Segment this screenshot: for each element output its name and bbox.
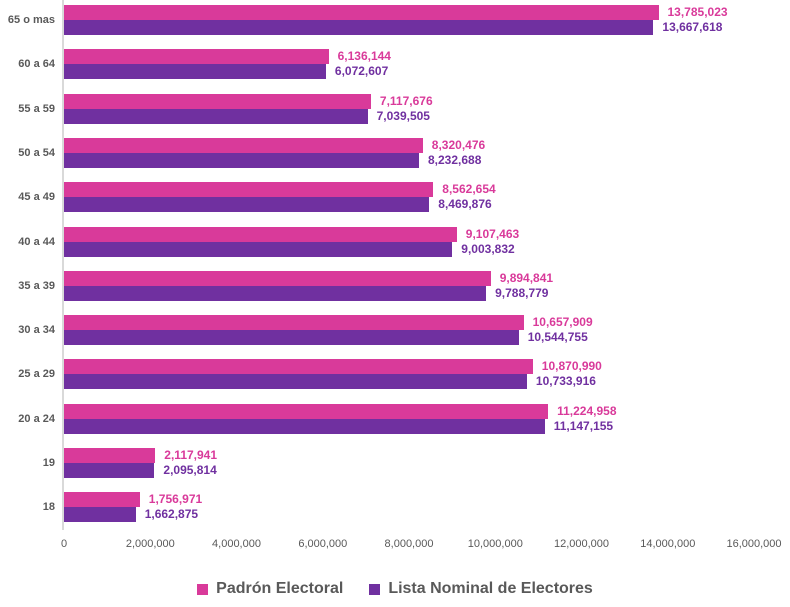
category-label: 55 a 59 xyxy=(18,102,55,115)
lista-value-label: 9,003,832 xyxy=(461,241,515,256)
lista-swatch-icon xyxy=(369,583,381,595)
padron-bar xyxy=(64,137,423,153)
lista-value-label: 6,072,607 xyxy=(334,64,389,79)
bar-group: 19 2,117,941 2,095,814 xyxy=(0,448,790,478)
x-tick-label: 14,000,000 xyxy=(640,538,696,550)
bar-group: 40 a 44 9,107,463 9,003,832 xyxy=(0,226,790,257)
bar-group: 65 o mas 13,785,023 13,667,618 xyxy=(0,5,790,35)
bar-group: 45 a 49 8,562,654 8,469,876 xyxy=(0,182,790,213)
lista-bar xyxy=(64,241,453,257)
padron-bar xyxy=(64,226,457,242)
padron-bar xyxy=(64,49,329,65)
padron-swatch-icon xyxy=(197,583,209,595)
x-tick-label: 16,000,000 xyxy=(726,538,782,550)
bar-group: 25 a 29 10,870,990 10,733,916 xyxy=(0,359,790,390)
bar-group: 20 a 24 11,224,958 11,147,155 xyxy=(0,403,790,434)
lista-value-label: 1,662,875 xyxy=(144,507,199,522)
padron-bar xyxy=(64,403,549,419)
lista-value-label: 9,788,779 xyxy=(495,285,549,300)
lista-value-label: 2,095,814 xyxy=(163,463,217,477)
padron-value-label: 8,320,476 xyxy=(431,137,486,152)
x-tick-label: 0 xyxy=(60,538,68,550)
padron-bar xyxy=(64,448,156,463)
category-label: 50 a 54 xyxy=(18,146,55,159)
padron-value-label: 9,894,841 xyxy=(499,270,554,285)
category-label: 65 o mas xyxy=(7,14,55,26)
bar-group: 35 a 39 9,894,841 9,788,779 xyxy=(0,270,790,301)
padron-bar xyxy=(64,359,533,375)
lista-bar xyxy=(64,108,368,124)
category-label: 45 a 49 xyxy=(18,191,55,204)
x-tick-label: 2,000,000 xyxy=(125,538,175,550)
padron-bar xyxy=(64,315,524,331)
padron-bar xyxy=(64,182,434,198)
bar-group: 50 a 54 8,320,476 8,232,688 xyxy=(0,137,790,168)
category-label: 60 a 64 xyxy=(18,58,55,71)
padron-value-label: 9,107,463 xyxy=(465,226,520,241)
x-axis: 0 2,000,000 4,000,000 6,000,000 8,000,000 10,… xyxy=(0,538,790,554)
plot-area: 0 2,000,000 4,000,000 6,000,000 8,000,000 10,… xyxy=(0,0,790,554)
padron-value-label: 1,756,971 xyxy=(148,492,203,507)
category-label: 20 a 24 xyxy=(18,412,55,425)
lista-bar xyxy=(64,463,155,478)
x-tick-label: 12,000,000 xyxy=(553,538,610,550)
lista-value-label: 10,733,916 xyxy=(535,374,596,389)
lista-bar xyxy=(64,374,527,390)
category-label: 30 a 34 xyxy=(18,324,55,337)
lista-bar xyxy=(64,418,545,434)
category-label: 18 xyxy=(42,501,55,514)
padron-value-label: 10,657,909 xyxy=(532,315,593,330)
bar-group: 18 1,756,971 1,662,875 xyxy=(0,492,790,523)
bar-group: 30 a 34 10,657,909 10,544,755 xyxy=(0,315,790,346)
category-label: 19 xyxy=(42,457,55,469)
lista-bar xyxy=(64,64,326,80)
legend-item-lista: Lista Nominal de Electores xyxy=(369,580,593,598)
padron-value-label: 10,870,990 xyxy=(541,359,602,374)
category-label: 25 a 29 xyxy=(18,368,55,381)
lista-value-label: 13,667,618 xyxy=(662,20,723,34)
lista-value-label: 8,232,688 xyxy=(428,152,482,167)
lista-value-label: 8,469,876 xyxy=(438,197,492,212)
legend-label-padron: Padrón Electoral xyxy=(216,580,344,597)
lista-bar xyxy=(64,20,654,35)
lista-bar xyxy=(64,507,136,523)
lista-value-label: 10,544,755 xyxy=(527,330,588,345)
lista-bar xyxy=(64,285,487,301)
padron-value-label: 6,136,144 xyxy=(337,49,391,64)
lista-bar xyxy=(64,152,419,168)
padron-value-label: 13,785,023 xyxy=(667,5,728,19)
padron-bar xyxy=(64,5,659,20)
lista-bar xyxy=(64,330,519,346)
category-label: 40 a 44 xyxy=(18,235,55,248)
lista-value-label: 11,147,155 xyxy=(553,418,614,433)
legend: Padrón Electoral Lista Nominal de Electo… xyxy=(0,580,790,598)
bar-group: 60 a 64 6,136,144 6,072,607 xyxy=(0,49,790,80)
x-tick-label: 6,000,000 xyxy=(298,538,348,550)
padron-bar xyxy=(64,93,371,109)
bar-group: 55 a 59 7,117,676 7,039,505 xyxy=(0,93,790,124)
lista-bar xyxy=(64,197,430,213)
x-tick-label: 4,000,000 xyxy=(212,538,261,550)
padron-bar xyxy=(64,270,491,286)
category-label: 35 a 39 xyxy=(18,279,55,292)
legend-item-padron: Padrón Electoral xyxy=(197,580,343,598)
lista-value-label: 7,039,505 xyxy=(376,108,430,123)
x-tick-label: 10,000,000 xyxy=(467,538,523,550)
padron-bar xyxy=(64,492,140,508)
padron-value-label: 7,117,676 xyxy=(379,93,433,108)
padron-value-label: 8,562,654 xyxy=(442,182,496,197)
y-axis-line xyxy=(62,0,64,530)
legend-label-lista: Lista Nominal de Electores xyxy=(388,580,593,597)
x-tick-label: 8,000,000 xyxy=(384,538,434,550)
padron-value-label: 2,117,941 xyxy=(164,448,218,462)
padron-value-label: 11,224,958 xyxy=(557,403,617,418)
